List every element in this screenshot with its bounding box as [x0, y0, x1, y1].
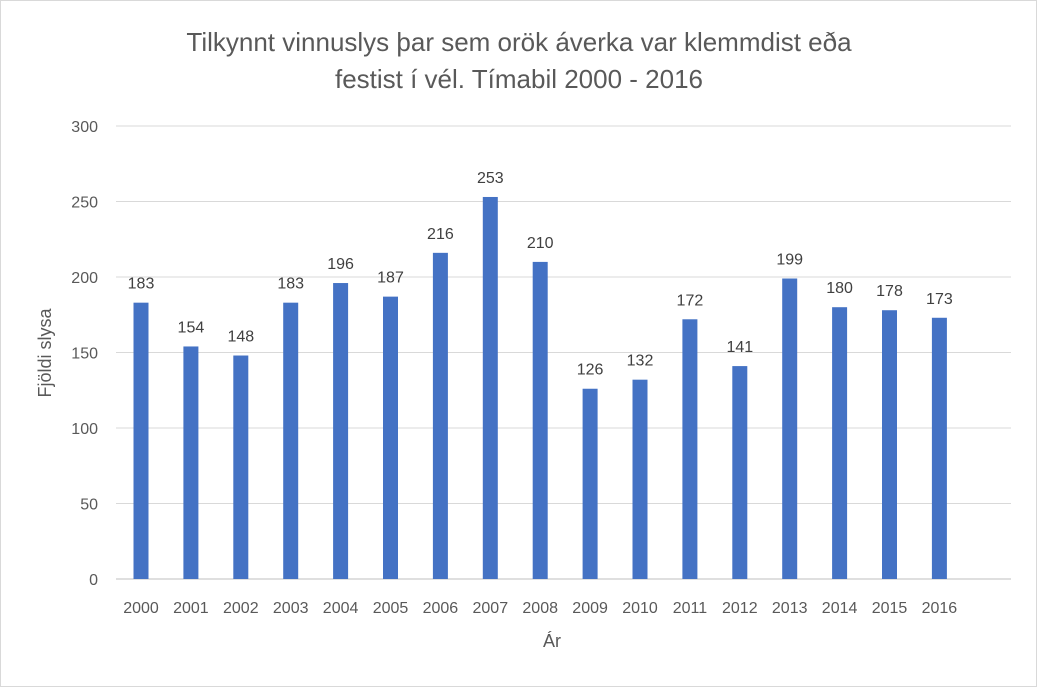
x-tick-label: 2001: [173, 600, 209, 617]
data-label: 154: [178, 319, 205, 336]
bar: [732, 366, 748, 579]
x-tick-label: 2000: [123, 600, 159, 617]
data-label: 210: [527, 235, 554, 252]
data-label: 173: [926, 291, 953, 308]
x-tick-label: 2004: [323, 600, 359, 617]
data-label: 196: [327, 256, 354, 273]
x-tick-label: 2013: [772, 600, 808, 617]
y-tick-label: 200: [71, 270, 98, 287]
chart-title-line-1: Tilkynnt vinnuslys þar sem orök áverka v…: [186, 27, 852, 57]
bar: [233, 355, 249, 579]
data-label: 187: [377, 270, 404, 287]
chart-title-line-2: festist í vél. Tímabil 2000 - 2016: [335, 64, 703, 94]
bar: [782, 278, 798, 579]
data-label: 180: [826, 280, 853, 297]
bar: [183, 346, 199, 579]
y-tick-label: 50: [80, 497, 98, 514]
bar: [632, 379, 648, 579]
data-label: 199: [776, 252, 803, 269]
y-tick-label: 0: [89, 572, 98, 589]
x-axis-label: Ár: [543, 631, 561, 651]
x-tick-label: 2015: [872, 600, 908, 617]
data-label: 148: [227, 329, 254, 346]
bar: [882, 310, 897, 579]
bar: [532, 261, 548, 579]
y-axis-tick-labels: 0 50 100 150 200 250 300: [71, 119, 98, 589]
x-tick-label: 2014: [822, 600, 858, 617]
y-tick-label: 250: [71, 195, 98, 212]
bar: [133, 302, 149, 579]
bar: [682, 319, 698, 579]
data-label: 253: [477, 170, 504, 187]
y-axis-label: Fjöldi slysa: [35, 308, 55, 398]
x-axis-tick-labels: 2000 2001 2002 2003 2004 2005 2006 2007 2008 2009…: [123, 600, 957, 617]
x-tick-label: 2012: [722, 600, 758, 617]
bar: [482, 196, 498, 579]
data-label: 132: [627, 353, 654, 370]
bar: [283, 302, 299, 579]
x-tick-label: 2009: [572, 600, 608, 617]
x-tick-label: 2008: [522, 600, 558, 617]
bar: [582, 388, 598, 579]
y-tick-label: 150: [71, 346, 98, 363]
x-tick-label: 2016: [922, 600, 958, 617]
data-label: 183: [128, 276, 155, 293]
bar: [832, 307, 848, 579]
bar: [931, 317, 947, 579]
x-tick-label: 2011: [673, 600, 708, 617]
x-tick-label: 2005: [373, 600, 409, 617]
data-labels: 183 154 148 183 196 187 216 253 210 126 132 172 141 1…: [128, 170, 953, 379]
y-tick-label: 100: [71, 421, 98, 438]
y-tick-label: 300: [71, 119, 98, 136]
x-tick-label: 2010: [622, 600, 658, 617]
data-label: 172: [677, 292, 704, 309]
data-label: 126: [577, 362, 604, 379]
x-tick-label: 2002: [223, 600, 259, 617]
x-tick-label: 2006: [423, 600, 459, 617]
data-label: 178: [876, 283, 903, 300]
data-label: 183: [277, 276, 304, 293]
chart-title: Tilkynnt vinnuslys þar sem orök áverka v…: [186, 27, 852, 94]
data-label: 141: [726, 339, 753, 356]
x-tick-label: 2003: [273, 600, 309, 617]
x-tick-label: 2007: [473, 600, 509, 617]
bar: [432, 252, 448, 579]
data-label: 216: [427, 226, 454, 243]
bar: [333, 283, 349, 579]
bars: [133, 196, 947, 579]
gridlines: [116, 125, 1011, 580]
bar: [383, 296, 398, 579]
